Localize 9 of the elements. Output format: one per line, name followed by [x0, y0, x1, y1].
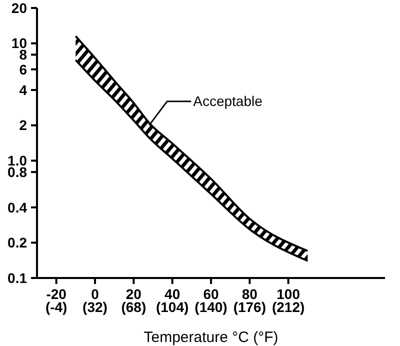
y-tick-label: 2 — [19, 117, 28, 134]
y-tick-label: 4 — [19, 82, 28, 98]
y-tick-label: 20 — [11, 0, 28, 16]
y-tick-label: 0.1 — [8, 270, 28, 286]
x-axis-title: Temperature °C (°F) — [144, 329, 278, 346]
y-tick-label: 6 — [19, 61, 28, 78]
y-tick-label: 0.2 — [8, 234, 28, 251]
annotation: Acceptable — [193, 93, 263, 110]
y-tick-label: 0.4 — [8, 199, 28, 216]
